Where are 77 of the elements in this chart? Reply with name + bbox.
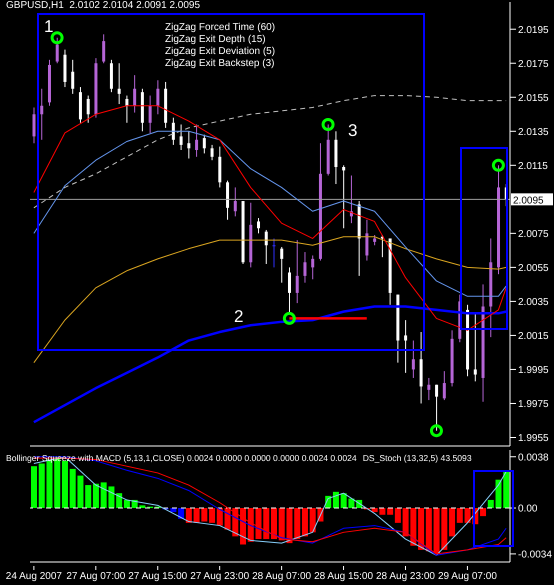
y-tick-label: 0.00 — [518, 504, 538, 515]
x-tick-label: 27 Aug 07:00 — [66, 571, 126, 582]
candlestick — [412, 340, 415, 378]
candlestick — [435, 384, 438, 432]
annotation: 1 — [44, 17, 54, 37]
candlestick — [180, 124, 183, 150]
candlestick — [365, 219, 368, 262]
candlestick — [125, 95, 128, 124]
candlestick — [373, 234, 376, 246]
point — [322, 118, 335, 131]
y-tick-label: 2.0015 — [518, 330, 550, 342]
candlestick — [195, 124, 198, 158]
candlestick — [234, 186, 237, 217]
point — [430, 424, 443, 438]
y-tick-label: 2.0135 — [518, 126, 550, 138]
y-tick-label: 2.0175 — [518, 58, 550, 70]
candlestick — [102, 34, 106, 64]
candlestick — [272, 238, 276, 268]
x-tick-label: 28 Aug 15:00 — [314, 571, 374, 582]
chart-subtitle: DS_Stoch (13,32,5) 43.5093 — [362, 453, 472, 463]
line-series — [33, 236, 507, 364]
bar — [503, 472, 510, 508]
candlestick — [56, 37, 59, 64]
y-tick-label: 2.0035 — [518, 296, 550, 308]
x-tick-label: 27 Aug 15:00 — [128, 571, 188, 582]
candlestick — [118, 62, 121, 105]
candlestick — [156, 80, 160, 115]
candlestick — [442, 370, 446, 401]
candlestick — [296, 240, 299, 304]
candlestick — [133, 74, 136, 114]
point — [492, 158, 505, 172]
chart-title: GBPUSD,H1 2.0102 2.0104 2.0091 2.0095 — [6, 0, 200, 11]
y-tick-label: 2.0055 — [518, 262, 550, 274]
x-tick-label: 28 Aug 07:00 — [252, 571, 312, 582]
candlestick — [187, 130, 190, 160]
candlestick — [311, 254, 314, 280]
point — [50, 31, 64, 44]
line-series — [32, 305, 508, 424]
candlestick — [427, 377, 430, 401]
candlestick — [40, 88, 44, 140]
candlestick — [404, 320, 408, 374]
y-tick-label: 0.0038 — [518, 452, 550, 464]
candlestick — [210, 144, 214, 161]
annotation: ZigZag Forced Time (60) — [165, 22, 276, 33]
candlestick — [172, 117, 175, 146]
x-tick-label: 28 Aug 23:00 — [376, 571, 436, 582]
candlestick — [303, 252, 306, 284]
annotation: 3 — [348, 121, 358, 141]
y-tick-label: 1.9975 — [518, 399, 550, 410]
candlestick — [71, 59, 74, 94]
candlestick — [342, 164, 346, 229]
x-tick-label: 24 Aug 2007 — [6, 571, 62, 582]
annotation: ZigZag Exit Deviation (5) — [165, 46, 276, 57]
ref-line-label: 2.0095 — [513, 195, 544, 206]
candlestick — [288, 266, 291, 314]
candlestick — [86, 95, 90, 124]
candlestick — [32, 106, 36, 144]
y-tick-label: 1.9995 — [518, 365, 550, 376]
y-tick-label: 2.0075 — [518, 228, 550, 240]
line-series — [33, 95, 507, 208]
y-tick-label: 2.0155 — [518, 92, 550, 104]
annotation: ZigZag Exit Depth (15) — [165, 34, 266, 45]
candlestick — [202, 134, 206, 154]
y-tick-label: 2.0195 — [518, 24, 550, 36]
candlestick — [280, 246, 284, 284]
x-tick-label: 27 Aug 23:00 — [190, 571, 250, 582]
annotation: ZigZag Exit Backstep (3) — [165, 58, 274, 69]
point — [282, 312, 296, 325]
y-tick-label: 1.9955 — [518, 433, 550, 444]
y-tick-label: -0.0034 — [518, 549, 552, 560]
candlestick — [148, 95, 152, 134]
annotation: 2 — [234, 307, 244, 327]
candlestick — [264, 229, 268, 264]
candlestick — [257, 218, 260, 234]
x-tick-label: 29 Aug 07:00 — [438, 571, 498, 582]
candlestick — [474, 312, 477, 382]
y-tick-label: 2.0115 — [518, 160, 548, 172]
